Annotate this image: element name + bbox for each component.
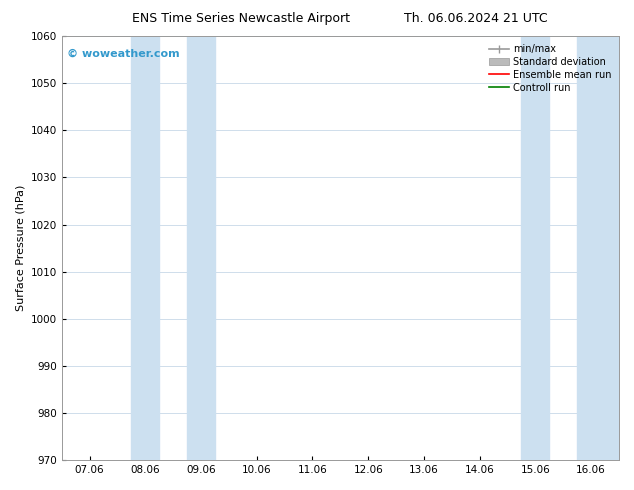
Text: © woweather.com: © woweather.com [67, 49, 180, 59]
Bar [522, 36, 549, 460]
Bar [187, 36, 215, 460]
Y-axis label: Surface Pressure (hPa): Surface Pressure (hPa) [15, 185, 25, 311]
Bar [577, 36, 619, 460]
Text: ENS Time Series Newcastle Airport: ENS Time Series Newcastle Airport [132, 12, 350, 25]
Bar [131, 36, 159, 460]
Legend: min/max, Standard deviation, Ensemble mean run, Controll run: min/max, Standard deviation, Ensemble me… [486, 41, 614, 96]
Text: Th. 06.06.2024 21 UTC: Th. 06.06.2024 21 UTC [404, 12, 547, 25]
